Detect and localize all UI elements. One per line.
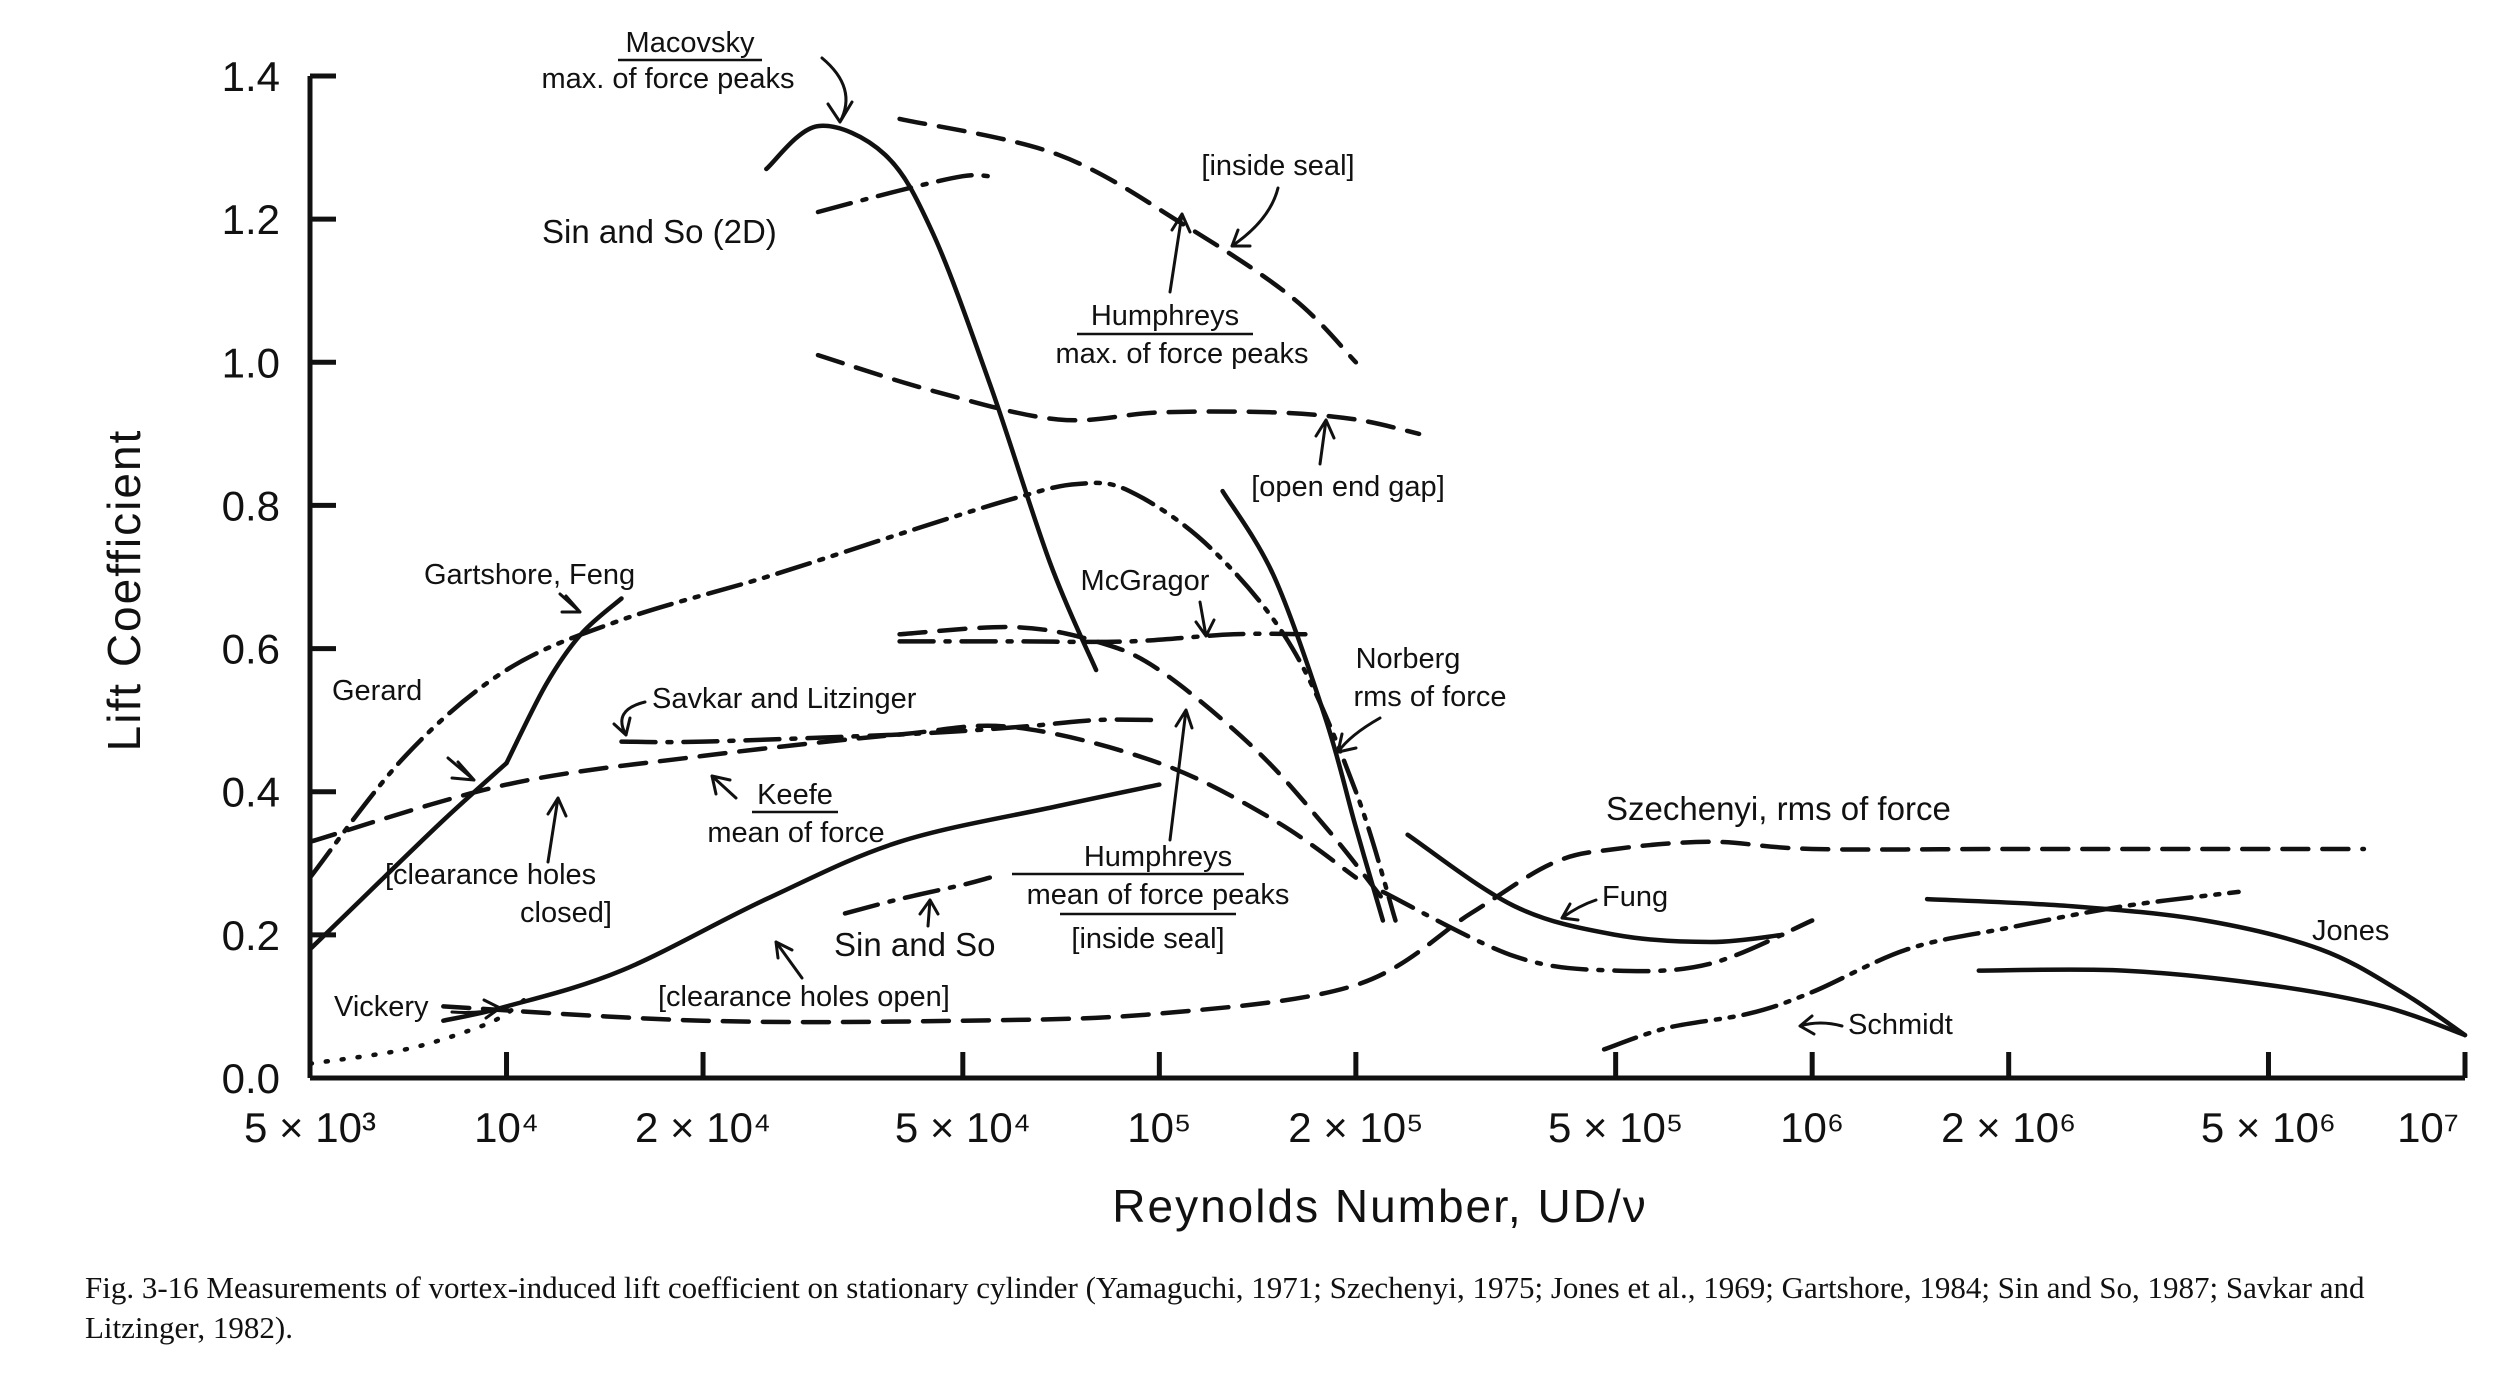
y-tick-label: 0.2 <box>222 912 280 959</box>
y-axis-title: Lift Coefficient <box>98 429 150 752</box>
annotation-macovsky-title: Macovsky <box>626 27 755 59</box>
inside-seal-top-arrow <box>1230 186 1280 248</box>
series-line-15 <box>441 839 2367 1025</box>
humphreys-mean-arrow <box>1168 708 1194 842</box>
series-line-14 <box>842 875 993 916</box>
annotation-clearance-closed-1: [clearance holes <box>385 859 596 891</box>
figure-caption: Fig. 3-16 Measurements of vortex-induced… <box>85 1270 2365 1345</box>
schmidt-arrow <box>1798 1014 1844 1036</box>
y-tick-label: 0.4 <box>222 769 280 816</box>
x-tick-label: 10⁴ <box>474 1104 539 1151</box>
x-tick-label: 10⁵ <box>1127 1104 1191 1151</box>
annotation-open-end-gap: [open end gap] <box>1251 471 1445 503</box>
series-line-2 <box>815 172 993 215</box>
x-axis-ticks: 5 × 10³ 10⁴ 2 × 10⁴ 5 × 10⁴ 10⁵ 2 × 10⁵ 5 × 10… <box>244 1052 2468 1151</box>
series-line-11 <box>1220 488 1386 923</box>
series-layer <box>307 116 2468 1066</box>
x-tick-label: 5 × 10⁵ <box>1548 1104 1683 1151</box>
open-end-gap-arrow <box>1314 418 1336 466</box>
series-line-9 <box>897 624 1386 902</box>
annotation-keefe-sub: mean of force <box>707 817 884 849</box>
annotation-sin-so: Sin and So <box>834 926 995 963</box>
annotation-gerard: Gerard <box>332 675 422 707</box>
series-line-8 <box>897 631 1313 645</box>
norberg-arrow <box>1336 716 1382 754</box>
annotation-szechenyi: Szechenyi, rms of force <box>1606 790 1951 827</box>
annotation-vickery: Vickery <box>334 991 429 1023</box>
annotation-norberg-2: rms of force <box>1353 681 1506 713</box>
series-line-7 <box>619 717 1162 745</box>
clearance-open-arrow <box>774 940 804 980</box>
x-tick-label: 2 × 10⁵ <box>1288 1104 1423 1151</box>
series-line-4 <box>307 480 1398 923</box>
y-tick-label: 1.4 <box>222 53 280 100</box>
clearance-closed-arrow <box>546 796 568 864</box>
x-tick-label: 2 × 10⁶ <box>1941 1104 2076 1151</box>
annotation-clearance-closed-2: closed] <box>520 897 612 929</box>
y-axis-ticks: 0.0 0.2 0.4 0.6 0.8 1.0 1.2 1.4 <box>222 53 336 1102</box>
y-tick-label: 0.6 <box>222 626 280 673</box>
annotation-jones: Jones <box>2312 915 2389 947</box>
savkar-arrow <box>612 700 647 737</box>
sin-so-arrow <box>918 898 940 928</box>
x-tick-label: 10⁶ <box>1780 1104 1844 1151</box>
annotation-savkar: Savkar and Litzinger <box>652 683 917 715</box>
annotation-norberg-1: Norberg <box>1356 643 1461 675</box>
annotation-humphreys-mean-sub: mean of force peaks <box>1027 879 1290 911</box>
series-line-0 <box>764 123 1099 673</box>
macovsky-arrow <box>820 56 854 124</box>
gerard-arrow <box>446 756 476 782</box>
series-line-19 <box>1601 889 2241 1052</box>
x-tick-label: 5 × 10⁶ <box>2201 1104 2336 1151</box>
y-tick-label: 0.8 <box>222 482 280 529</box>
annotation-mcgragor: McGragor <box>1081 565 1210 597</box>
annotation-humphreys-max-sub: max. of force peaks <box>1055 338 1308 370</box>
gartshore-arrow <box>558 592 582 614</box>
y-tick-label: 0.0 <box>222 1055 280 1102</box>
series-line-16 <box>1405 832 1785 945</box>
annotation-macovsky-sub: max. of force peaks <box>541 63 794 95</box>
x-axis-title: Reynolds Number, UD/ν <box>1112 1180 1647 1232</box>
series-line-3 <box>815 352 1422 437</box>
x-tick-label: 5 × 10⁴ <box>895 1104 1031 1151</box>
mcgragor-arrow <box>1194 600 1216 638</box>
series-line-10 <box>307 723 1359 880</box>
y-tick-label: 1.0 <box>222 339 280 386</box>
annotation-keefe-title: Keefe <box>757 779 833 811</box>
series-line-20 <box>1976 967 2468 1038</box>
series-line-5 <box>307 760 509 952</box>
annotation-humphreys-mean-title: Humphreys <box>1084 841 1232 873</box>
annotations: Macovsky max. of force peaks [inside sea… <box>332 27 2389 1041</box>
x-tick-label: 5 × 10³ <box>244 1104 376 1151</box>
annotation-humphreys-max-title: Humphreys <box>1091 300 1239 332</box>
annotation-clearance-open: [clearance holes open] <box>658 981 950 1013</box>
x-tick-label: 2 × 10⁴ <box>635 1104 771 1151</box>
annotation-schmidt: Schmidt <box>1848 1009 1953 1041</box>
annotation-inside-seal-bottom: [inside seal] <box>1071 923 1224 955</box>
annotation-inside-seal-top: [inside seal] <box>1201 150 1354 182</box>
lift-coefficient-chart: 0.0 0.2 0.4 0.6 0.8 1.0 1.2 1.4 5 × 10³ 10⁴ 2 × 1… <box>98 27 2468 1232</box>
series-line-6 <box>504 596 624 766</box>
series-line-17 <box>1380 889 1815 974</box>
annotation-sin-so-2d: Sin and So (2D) <box>542 213 777 250</box>
y-tick-label: 1.2 <box>222 196 280 243</box>
vickery-arrow <box>450 998 502 1020</box>
annotation-fung: Fung <box>1602 881 1668 913</box>
keefe-arrow <box>710 774 738 800</box>
series-line-18 <box>1924 896 2468 1038</box>
annotation-gartshore-feng: Gartshore, Feng <box>424 559 635 591</box>
fung-arrow <box>1560 898 1598 922</box>
humphreys-max-arrow <box>1168 212 1192 294</box>
x-tick-label: 10⁷ <box>2397 1104 2459 1151</box>
